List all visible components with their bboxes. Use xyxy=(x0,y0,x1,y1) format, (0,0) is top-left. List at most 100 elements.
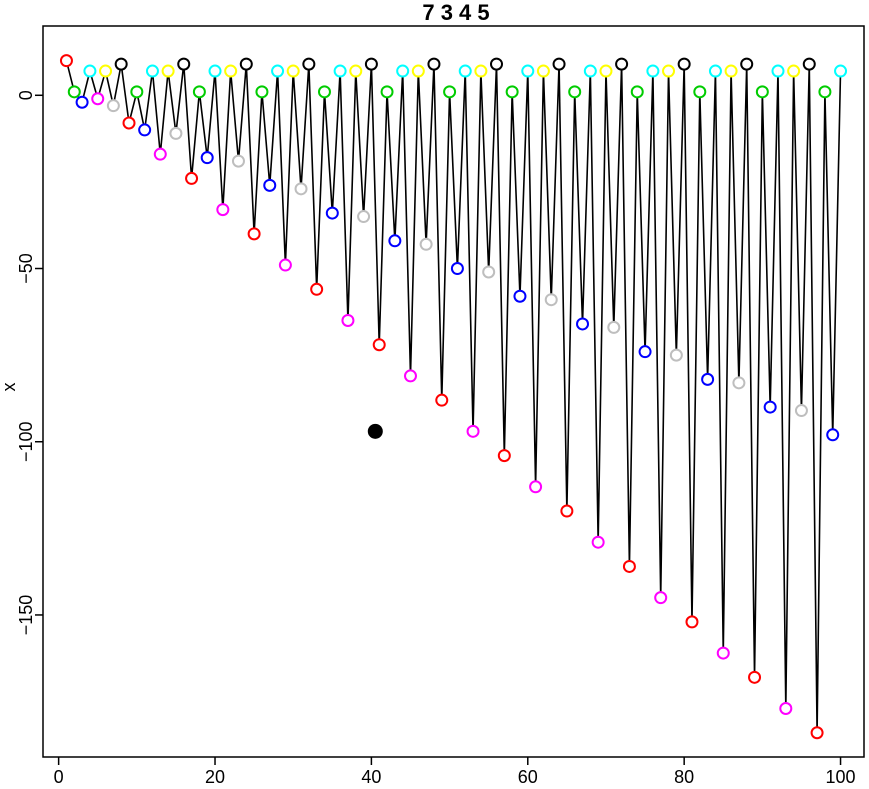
data-point xyxy=(615,57,629,71)
data-point xyxy=(380,85,394,99)
data-point xyxy=(450,262,464,276)
data-point xyxy=(497,449,511,463)
data-point xyxy=(357,210,371,224)
data-point xyxy=(677,57,691,71)
data-point xyxy=(654,591,668,605)
data-point xyxy=(568,85,582,99)
data-point xyxy=(458,64,472,78)
data-point xyxy=(396,64,410,78)
data-point xyxy=(802,57,816,71)
data-point xyxy=(513,289,527,303)
data-point xyxy=(732,376,746,390)
data-point xyxy=(474,64,488,78)
data-point xyxy=(169,126,183,140)
data-point xyxy=(114,57,128,71)
y-axis-title: x xyxy=(0,383,19,392)
data-point xyxy=(271,64,285,78)
data-point xyxy=(560,504,574,518)
data-point xyxy=(145,64,159,78)
data-point xyxy=(630,85,644,99)
data-point xyxy=(662,64,676,78)
data-point xyxy=(263,178,277,192)
x-tick-label: 0 xyxy=(54,767,64,787)
data-point xyxy=(669,348,683,362)
data-point xyxy=(552,57,566,71)
data-point xyxy=(779,701,793,715)
data-point xyxy=(482,265,496,279)
data-point xyxy=(583,64,597,78)
data-point xyxy=(763,400,777,414)
data-point xyxy=(122,116,136,130)
data-point xyxy=(317,85,331,99)
data-point xyxy=(294,182,308,196)
data-point xyxy=(388,234,402,248)
series-line xyxy=(65,60,842,733)
data-point xyxy=(200,151,214,165)
data-point xyxy=(748,670,762,684)
data-point xyxy=(106,99,120,113)
data-point xyxy=(372,338,386,352)
series-path xyxy=(65,60,842,733)
data-point xyxy=(419,237,433,251)
data-point xyxy=(466,424,480,438)
data-point xyxy=(153,147,167,161)
data-point xyxy=(787,64,801,78)
data-point xyxy=(536,64,550,78)
data-point xyxy=(794,404,808,418)
chart-title: 7 3 4 5 xyxy=(422,0,489,25)
data-point xyxy=(239,57,253,71)
data-point xyxy=(685,615,699,629)
data-point xyxy=(286,64,300,78)
data-point xyxy=(231,154,245,168)
data-point xyxy=(622,559,636,573)
data-point xyxy=(834,64,848,78)
data-point xyxy=(75,95,89,109)
data-point xyxy=(138,123,152,137)
data-point xyxy=(161,64,175,78)
data-point xyxy=(83,64,97,78)
data-point xyxy=(716,646,730,660)
data-point xyxy=(310,282,324,296)
data-point xyxy=(427,57,441,71)
y-tick-label: −150 xyxy=(16,595,36,636)
data-point xyxy=(693,85,707,99)
data-point xyxy=(638,345,652,359)
data-point xyxy=(818,85,832,99)
highlight-layer xyxy=(367,423,383,439)
data-point xyxy=(599,64,613,78)
data-point xyxy=(607,320,621,334)
data-point xyxy=(740,57,754,71)
data-point xyxy=(341,313,355,327)
data-point xyxy=(91,92,105,106)
data-point xyxy=(544,293,558,307)
data-point xyxy=(724,64,738,78)
data-point xyxy=(255,85,269,99)
data-point xyxy=(755,85,769,99)
y-tick-label: −50 xyxy=(16,253,36,284)
data-point xyxy=(177,57,191,71)
y-tick-label: 0 xyxy=(16,90,36,100)
data-point xyxy=(302,57,316,71)
x-tick-label: 100 xyxy=(826,767,856,787)
data-point xyxy=(771,64,785,78)
data-point xyxy=(185,171,199,185)
data-point xyxy=(364,57,378,71)
data-point xyxy=(701,372,715,386)
data-point xyxy=(224,64,238,78)
data-point xyxy=(247,227,261,241)
data-point xyxy=(130,85,144,99)
highlight-point xyxy=(367,423,383,439)
data-point xyxy=(529,480,543,494)
data-point xyxy=(435,393,449,407)
x-tick-label: 60 xyxy=(518,767,538,787)
data-point xyxy=(490,57,504,71)
x-tick-label: 40 xyxy=(361,767,381,787)
data-point xyxy=(192,85,206,99)
data-point xyxy=(349,64,363,78)
data-point xyxy=(505,85,519,99)
y-tick-label: −100 xyxy=(16,421,36,462)
x-tick-label: 20 xyxy=(205,767,225,787)
data-point xyxy=(59,54,73,68)
x-tick-label: 80 xyxy=(674,767,694,787)
